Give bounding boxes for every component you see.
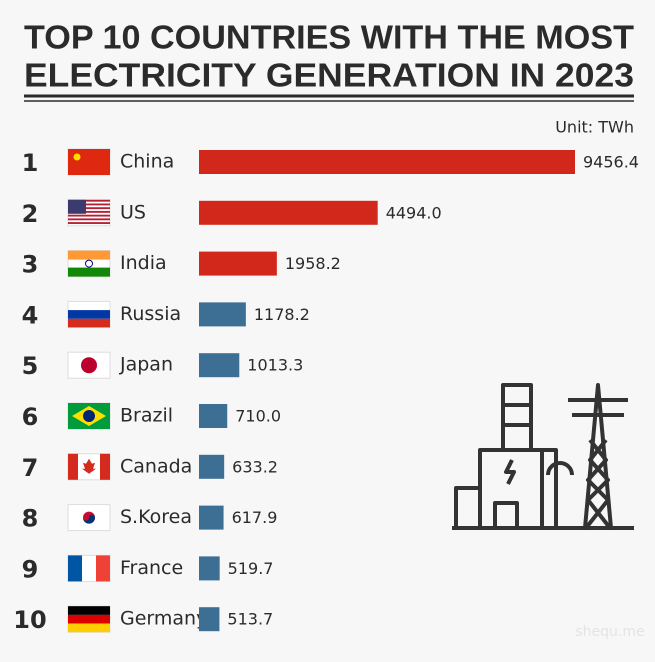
flag-part [68,203,110,206]
flag [67,605,111,633]
flag-part [68,614,110,624]
value-label: 513.7 [227,610,273,629]
flag-part [68,210,110,213]
flag-part [96,555,110,582]
flag-part [68,267,110,277]
value-label: 710.0 [235,407,281,426]
rank-label: 2 [22,200,39,228]
flag [67,453,111,481]
category-label: China [120,151,174,173]
flag [67,402,111,430]
value-label: 9456.4 [583,153,639,172]
rank-label: 10 [13,606,46,634]
rank-label: 1 [22,149,39,177]
bar [199,200,378,225]
flag-part [68,250,110,260]
rank-label: 7 [22,454,39,482]
flag-part [68,207,110,210]
value-label: 617.9 [232,508,278,527]
flag-part [83,514,95,524]
value-label: 519.7 [228,559,274,578]
flag [67,351,111,379]
flag-part [81,357,97,374]
flag-part [100,453,110,480]
flag [67,199,111,227]
flag-part [68,199,110,202]
rank-label: 3 [22,251,39,279]
flag-part [68,214,110,217]
chart-title: TOP 10 COUNTRIES WITH THE MOST [24,19,634,56]
flag [67,250,111,278]
unit-label: Unit: TWh [555,118,634,137]
watermark: shequ.me [575,624,644,640]
rank-label: 5 [22,352,39,380]
flag-part [68,149,110,175]
bar [199,607,220,632]
value-label: 633.2 [232,457,278,476]
value-label: 4494.0 [386,203,442,222]
bar [199,302,246,327]
bar [199,556,220,581]
category-label: Canada [120,455,192,477]
bar [199,454,225,479]
bar [199,150,575,174]
flag [67,504,111,532]
flag-part [68,453,78,480]
flag [67,300,111,328]
flag [67,148,111,176]
flag-part [83,410,95,422]
category-label: India [120,252,167,274]
flag [67,554,111,582]
chart-title: ELECTRICITY GENERATION IN 2023 [24,57,634,94]
flag-part [73,153,81,161]
rank-label: 6 [22,403,39,431]
category-label: Brazil [120,405,173,427]
bar [199,251,277,276]
flag-part [68,222,110,224]
category-label: Russia [120,303,181,325]
rank-label: 4 [22,301,39,329]
rank-label: 8 [22,505,39,533]
bar [199,404,228,428]
rank-label: 9 [22,555,39,583]
flag-part [82,458,96,474]
value-label: 1178.2 [254,305,310,324]
value-label: 1013.3 [247,356,303,375]
flag-part [68,218,110,221]
flag-part [68,606,110,615]
flag-part [68,310,110,319]
category-label: Germany [120,608,207,630]
flag-part [68,555,82,582]
flag-part [68,623,110,633]
power-plant-icon [452,383,634,530]
flag-part [85,259,93,268]
bar [199,353,240,378]
flag-part [68,318,110,328]
category-label: France [120,557,183,579]
value-label: 1958.2 [285,254,341,273]
category-label: US [120,201,146,223]
flag-part [68,199,86,214]
bar [199,505,224,530]
category-label: S.Korea [120,506,192,528]
category-label: Japan [119,354,173,376]
